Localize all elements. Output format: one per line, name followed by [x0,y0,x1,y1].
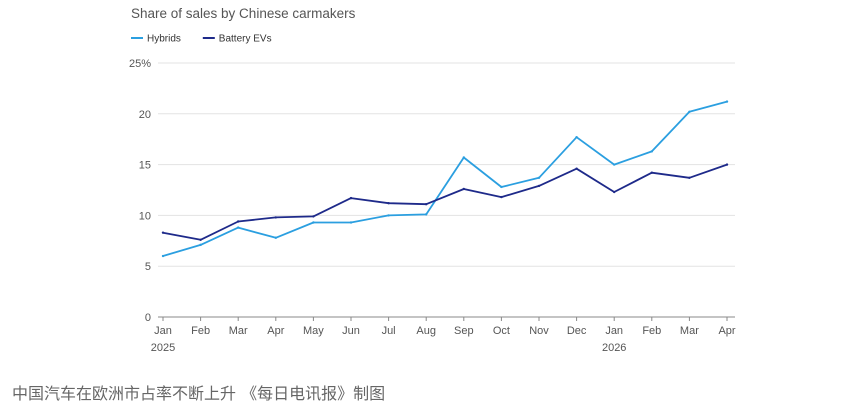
series-1-point [349,196,353,200]
series-0-point [725,100,729,103]
series-1-point [462,187,465,191]
series-0-point [650,150,653,153]
series-line-0 [162,100,728,257]
x-tick-label: Jan [605,325,623,337]
gridlines [158,62,735,318]
series-0-point [199,243,202,247]
series-0-point [312,221,315,224]
series-1-point [425,203,428,206]
x-tick-label: Jul [382,325,396,337]
series-0-point [425,213,428,216]
series-0-point [688,110,691,113]
series-1-point [725,163,729,166]
series-0-point [274,236,277,239]
series-0-point [500,185,503,189]
series-1-point [500,195,503,199]
series-0-point [387,214,390,217]
y-tick-label: 20 [139,109,151,121]
y-tick-label: 0 [145,312,151,324]
y-axis: 0 5 10 15 20 25% [129,58,151,324]
x-tick-label: Mar [680,325,699,337]
series-1-point [537,184,541,188]
y-tick-label: 15 [139,160,151,172]
series-0-point [349,221,353,224]
legend: Hybrids Battery EVs [131,34,272,45]
x-year-label: 2025 [151,342,175,354]
chart-title: Share of sales by Chinese carmakers [131,6,356,21]
x-tick-label: Oct [493,325,510,337]
series-1-point [575,167,578,170]
series-1-point [274,216,277,219]
series-1-point [237,220,240,223]
series-0-point [537,176,541,180]
x-tick-label: Nov [529,325,549,337]
series-0-point [237,226,240,229]
series-1-point [688,176,691,180]
y-tick-label: 25% [129,58,151,70]
x-tick-label: Jun [342,325,360,337]
y-tick-label: 5 [145,261,151,273]
x-tick-label: Dec [567,325,587,337]
series-1-point [650,171,653,174]
x-tick-label: Feb [191,325,210,337]
x-tick-label: Apr [267,325,284,337]
series-0-point [575,135,578,139]
series-1-point [613,190,616,194]
legend-label-0: Hybrids [147,34,181,45]
x-tick-label: Apr [718,325,735,337]
x-tick-label: Jan [154,325,172,337]
x-tick-label: Aug [416,325,436,337]
x-tick-label: Feb [642,325,661,337]
x-axis: Jan Feb Mar Apr May Jun Jul Aug Sep Oct Nov Dec Jan F… [151,317,736,354]
series-line-1 [162,163,728,241]
chart: Share of sales by Chinese carmakers Hybr… [129,6,736,354]
series-1-point [199,238,202,241]
x-tick-label: May [303,325,324,337]
legend-label-1: Battery EVs [219,34,272,45]
x-year-label: 2026 [602,342,626,354]
series-0-point [161,254,165,258]
series-1-point [161,231,165,234]
x-tick-label: Sep [454,325,474,337]
caption: 中国汽车在欧洲市占率不断上升 《每日电讯报》制图 [12,384,386,403]
series-group [161,100,729,258]
series-0-point [613,163,616,166]
series-1-point [387,202,390,205]
series-1-point [312,215,315,218]
x-tick-label: Mar [229,325,248,337]
y-tick-label: 10 [139,210,151,222]
series-0-point [462,156,465,159]
